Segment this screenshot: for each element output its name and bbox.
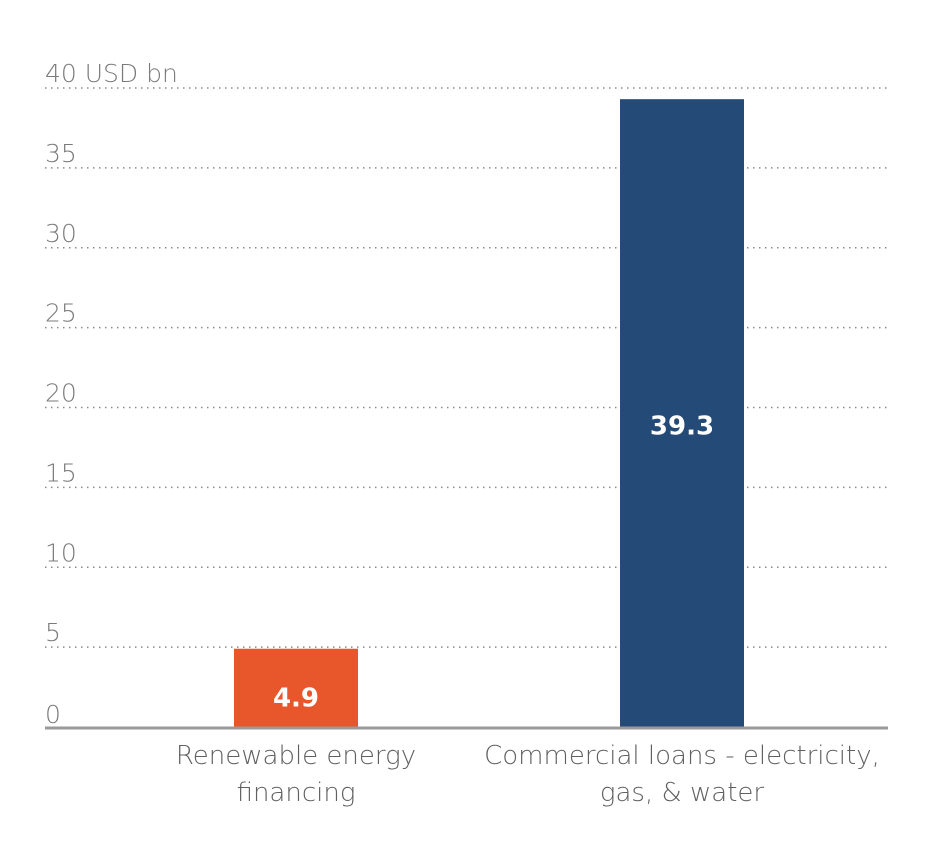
gridlines — [45, 87, 888, 648]
bar-1 — [620, 99, 744, 728]
data-labels: 4.9 39.3 — [273, 412, 714, 714]
data-label-1: 39.3 — [650, 412, 714, 442]
y-axis-ticks: 0 5 10 15 20 25 30 35 40 USD bn — [45, 59, 178, 729]
data-label-0: 4.9 — [273, 683, 319, 713]
x-axis-categories: Renewable energy financing Commercial loan… — [176, 741, 880, 808]
y-tick-label-40: 40 USD bn — [45, 59, 178, 88]
y-tick-label-30: 30 — [45, 219, 77, 248]
y-tick-label-5: 5 — [45, 618, 61, 647]
category-label-0-line-0: Renewable energy — [176, 741, 416, 771]
y-tick-label-20: 20 — [45, 379, 77, 408]
y-tick-label-15: 15 — [45, 458, 77, 487]
y-tick-label-35: 35 — [45, 139, 77, 168]
bar-0 — [234, 648, 358, 727]
y-tick-label-0: 0 — [45, 700, 61, 729]
bars — [234, 99, 744, 728]
y-tick-label-25: 25 — [45, 299, 77, 328]
y-tick-label-10: 10 — [45, 538, 77, 567]
category-label-1-line-0: Commercial loans - electricity, — [484, 741, 880, 771]
category-label-0-line-1: financing — [237, 778, 356, 808]
category-label-1-line-1: gas, & water — [600, 778, 765, 808]
